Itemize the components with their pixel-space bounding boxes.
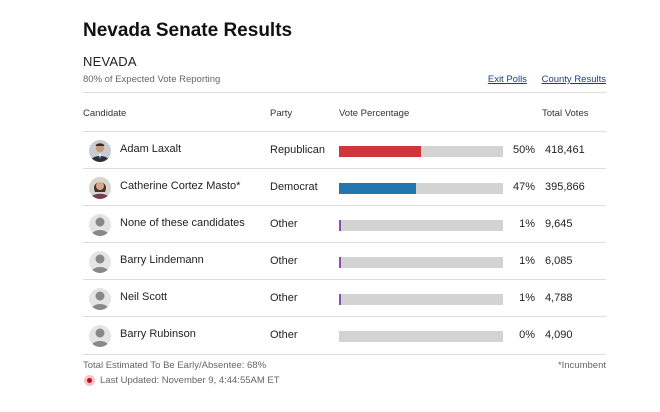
vote-bar — [339, 183, 503, 194]
party-label: Other — [270, 329, 298, 341]
candidate-name: Barry Lindemann — [120, 254, 204, 266]
reporting-status: 80% of Expected Vote Reporting — [83, 74, 221, 85]
total-votes: 6,085 — [545, 255, 573, 267]
vote-bar-fill — [339, 183, 416, 194]
vote-percent: 1% — [519, 218, 535, 230]
table-row: Barry Rubinson Other 0% 4,090 — [83, 316, 606, 355]
vote-bar — [339, 257, 503, 268]
vote-bar-fill — [339, 220, 341, 231]
column-header-vote-percentage: Vote Percentage — [339, 108, 410, 119]
county-results-link[interactable]: County Results — [541, 74, 606, 85]
table-row: Adam Laxalt Republican 50% 418,461 — [83, 131, 606, 169]
total-votes: 4,788 — [545, 292, 573, 304]
person-silhouette-icon — [89, 325, 111, 347]
vote-bar — [339, 220, 503, 231]
last-updated: Last Updated: November 9, 4:44:55AM ET — [84, 375, 280, 386]
total-votes: 9,645 — [545, 218, 573, 230]
person-silhouette-icon — [89, 288, 111, 310]
vote-bar-fill — [339, 257, 341, 268]
party-label: Other — [270, 292, 298, 304]
candidate-name: None of these candidates — [120, 217, 245, 229]
total-votes: 418,461 — [545, 144, 585, 156]
party-label: Republican — [270, 144, 326, 156]
vote-percent: 47% — [512, 181, 535, 193]
vote-bar-fill — [339, 294, 341, 305]
party-label: Other — [270, 218, 298, 230]
total-votes: 4,090 — [545, 329, 573, 341]
candidate-name: Catherine Cortez Masto* — [120, 180, 241, 192]
person-silhouette-icon — [89, 214, 111, 236]
party-label: Other — [270, 255, 298, 267]
last-updated-text: Last Updated: November 9, 4:44:55AM ET — [100, 375, 280, 386]
state-label: NEVADA — [83, 54, 137, 69]
vote-percent: 1% — [519, 292, 535, 304]
candidate-name: Neil Scott — [120, 291, 168, 303]
table-row: Barry Lindemann Other 1% 6,085 — [83, 242, 606, 280]
table-row: Neil Scott Other 1% 4,788 — [83, 279, 606, 317]
table-row: None of these candidates Other 1% 9,645 — [83, 205, 606, 243]
column-header-total-votes: Total Votes — [542, 108, 589, 119]
vote-bar — [339, 146, 503, 157]
vote-percent: 50% — [512, 144, 535, 156]
incumbent-note: *Incumbent — [557, 360, 606, 371]
divider — [83, 92, 606, 93]
total-votes: 395,866 — [545, 181, 585, 193]
table-row: Catherine Cortez Masto* Democrat 47% 395,86… — [83, 168, 606, 206]
column-header-party: Party — [270, 108, 293, 119]
avatar — [89, 177, 111, 199]
person-silhouette-icon — [89, 251, 111, 273]
live-indicator-icon — [84, 375, 95, 386]
vote-bar — [339, 331, 503, 342]
vote-percent: 0% — [519, 329, 535, 341]
vote-bar-fill — [339, 146, 421, 157]
exit-polls-link[interactable]: Exit Polls — [487, 74, 527, 85]
column-header-candidate: Candidate — [83, 108, 127, 119]
vote-percent: 1% — [519, 255, 535, 267]
candidate-name: Barry Rubinson — [120, 328, 196, 340]
page-title: Nevada Senate Results — [83, 20, 293, 41]
result-links: Exit Polls County Results — [476, 74, 606, 85]
avatar — [89, 140, 111, 162]
candidate-name: Adam Laxalt — [120, 143, 182, 155]
vote-bar — [339, 294, 503, 305]
early-absentee-note: Total Estimated To Be Early/Absentee: 68… — [83, 360, 267, 371]
party-label: Democrat — [270, 181, 318, 193]
